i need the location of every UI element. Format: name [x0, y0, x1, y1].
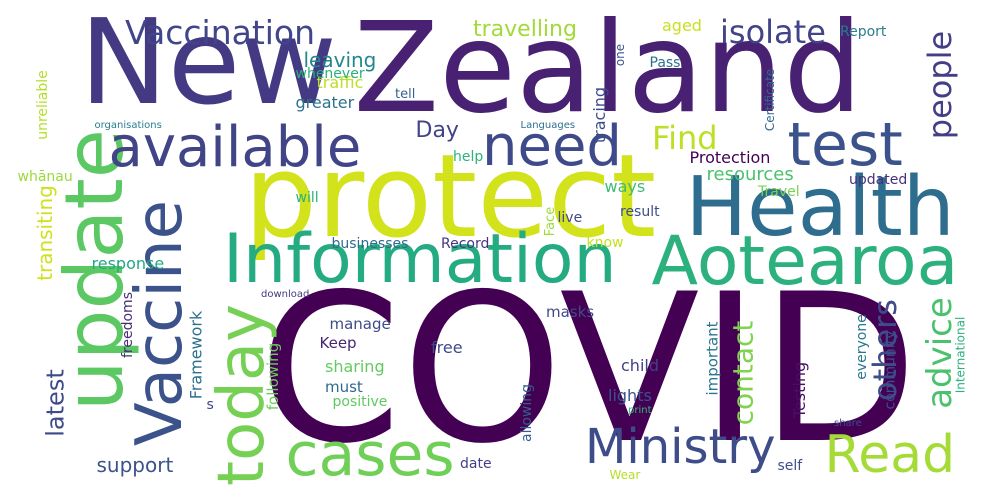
- word: International: [952, 316, 967, 394]
- word: unreliable: [34, 70, 51, 140]
- word: result: [620, 204, 660, 220]
- word: protect: [244, 129, 657, 264]
- word: available: [108, 115, 362, 180]
- word: tell: [395, 86, 416, 102]
- word: allowing: [519, 383, 536, 443]
- word: will: [295, 190, 319, 206]
- word: people: [921, 30, 960, 140]
- word: need: [482, 114, 622, 179]
- word: Languages: [520, 120, 576, 131]
- word: help: [453, 149, 484, 165]
- word: know: [586, 235, 624, 251]
- word: New: [79, 0, 337, 131]
- word: Report: [840, 24, 887, 40]
- word: latest: [41, 369, 70, 437]
- word: Day: [415, 118, 459, 143]
- word: transiting: [32, 185, 57, 281]
- word: manage: [329, 314, 391, 333]
- word: businesses: [331, 236, 409, 252]
- word: Certificate: [763, 68, 778, 132]
- word: community: [881, 330, 898, 410]
- word: Zealand: [353, 0, 863, 141]
- word: Vaccination: [125, 12, 316, 52]
- word: sharing: [325, 357, 385, 376]
- word: Aotearoa: [651, 222, 959, 301]
- word: Ministry: [585, 419, 776, 475]
- word: Read: [824, 425, 956, 485]
- word: download: [261, 289, 310, 300]
- word: free: [431, 338, 463, 357]
- word: masks: [546, 302, 595, 321]
- word: tracing: [590, 86, 610, 144]
- word: Protection: [689, 148, 771, 167]
- word: aged: [662, 16, 702, 35]
- word: response: [91, 254, 165, 273]
- word: positive: [332, 394, 388, 410]
- word: important: [703, 320, 722, 396]
- word: Pass: [649, 55, 681, 71]
- word: must: [325, 377, 363, 396]
- word: advice: [919, 297, 960, 409]
- word: freedoms: [120, 292, 136, 358]
- word: self: [777, 458, 803, 474]
- word: s: [206, 397, 214, 413]
- word: support: [96, 453, 174, 477]
- word: resources: [706, 164, 794, 185]
- word: Vaccine: [123, 199, 198, 447]
- word: traffic: [316, 73, 364, 92]
- word: child: [621, 356, 659, 375]
- word: following: [263, 342, 282, 410]
- word: organisations: [94, 120, 162, 131]
- word: lights: [608, 386, 652, 405]
- word: Information: [223, 220, 617, 299]
- word: everyone: [853, 314, 870, 380]
- word: Keep: [319, 333, 357, 352]
- word: whenever: [295, 66, 365, 82]
- word: Testing: [790, 361, 810, 419]
- word: greater: [295, 93, 355, 112]
- word: date: [460, 456, 492, 472]
- word: Health: [685, 160, 955, 255]
- word: ways: [604, 177, 646, 196]
- word: one: [613, 43, 628, 67]
- word: Travel: [758, 184, 800, 200]
- word: cases: [285, 420, 455, 490]
- word: print: [628, 405, 652, 416]
- word: Framework: [185, 310, 205, 400]
- word: share: [834, 418, 862, 429]
- word: COVID: [258, 250, 918, 489]
- word: Wear: [609, 468, 641, 482]
- word: contact: [725, 320, 759, 426]
- word: Find: [652, 119, 718, 157]
- word: isolate: [720, 13, 826, 51]
- word: Face: [542, 206, 558, 236]
- word: travelling: [473, 17, 577, 42]
- word: Record: [441, 236, 490, 252]
- word: live: [557, 210, 583, 226]
- word: updated: [849, 172, 908, 188]
- word: test: [787, 110, 903, 180]
- word: leaving: [303, 48, 377, 72]
- word: whānau: [17, 169, 73, 185]
